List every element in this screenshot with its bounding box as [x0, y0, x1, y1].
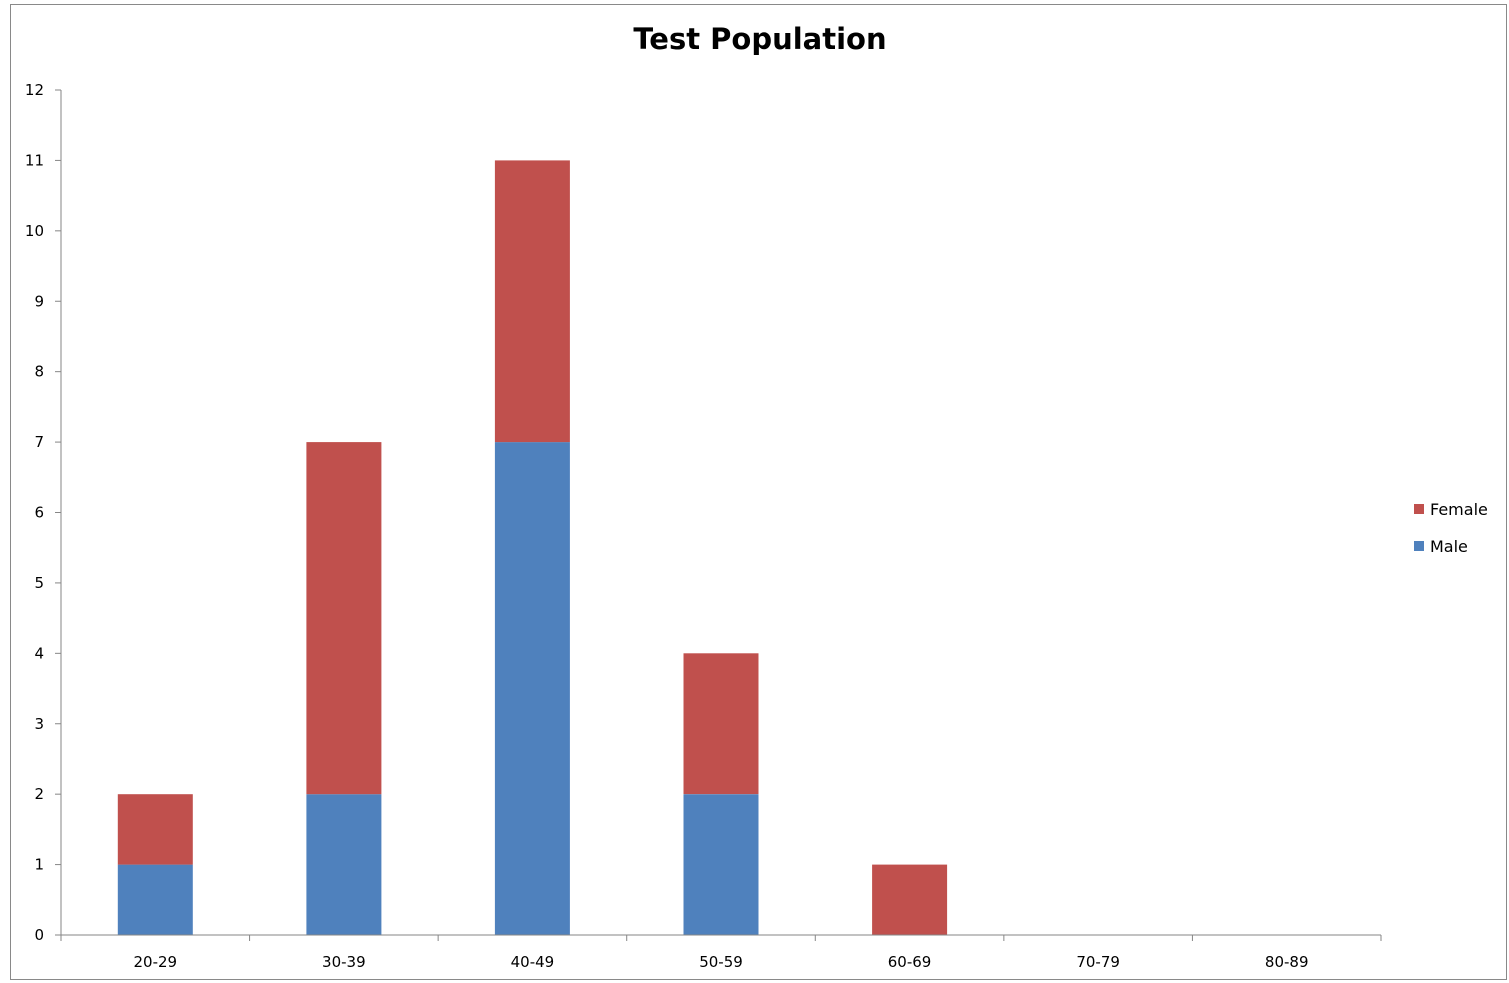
bar-female-50-59 — [683, 653, 759, 795]
bar-male-40-49 — [494, 442, 570, 935]
y-tick-label: 5 — [34, 574, 44, 592]
y-tick-label: 4 — [34, 644, 44, 662]
y-tick-label: 1 — [34, 856, 44, 874]
legend-label-female: Female — [1430, 499, 1488, 519]
legend-swatch-female — [1414, 504, 1424, 514]
x-tick-label: 80-89 — [1265, 953, 1309, 971]
y-tick-label: 3 — [34, 715, 44, 733]
x-tick-label: 20-29 — [133, 953, 177, 971]
y-tick-label: 7 — [34, 433, 44, 451]
x-tick-label: 30-39 — [322, 953, 366, 971]
bar-female-30-39 — [306, 442, 382, 795]
legend-label-male: Male — [1430, 536, 1468, 556]
y-tick-label: 9 — [34, 292, 44, 310]
x-tick-label: 60-69 — [888, 953, 932, 971]
bar-male-50-59 — [683, 794, 759, 935]
y-tick-label: 0 — [34, 926, 44, 944]
y-tick-label: 11 — [25, 151, 44, 169]
bar-female-60-69 — [872, 864, 948, 935]
x-tick-label: 50-59 — [699, 953, 743, 971]
y-tick-label: 2 — [34, 785, 44, 803]
legend: Female Male — [1414, 498, 1504, 572]
bar-female-20-29 — [117, 794, 193, 865]
y-tick-label: 12 — [25, 81, 44, 99]
y-tick-label: 10 — [25, 222, 44, 240]
y-tick-label: 6 — [34, 504, 44, 522]
bar-male-20-29 — [117, 864, 193, 935]
bar-female-40-49 — [494, 160, 570, 443]
legend-item-male: Male — [1414, 535, 1504, 557]
x-tick-label: 70-79 — [1076, 953, 1120, 971]
chart-title: Test Population — [633, 22, 887, 56]
legend-swatch-male — [1414, 541, 1424, 551]
bar-male-30-39 — [306, 794, 382, 935]
x-tick-label: 40-49 — [511, 953, 555, 971]
y-tick-label: 8 — [34, 363, 44, 381]
legend-item-female: Female — [1414, 498, 1504, 520]
